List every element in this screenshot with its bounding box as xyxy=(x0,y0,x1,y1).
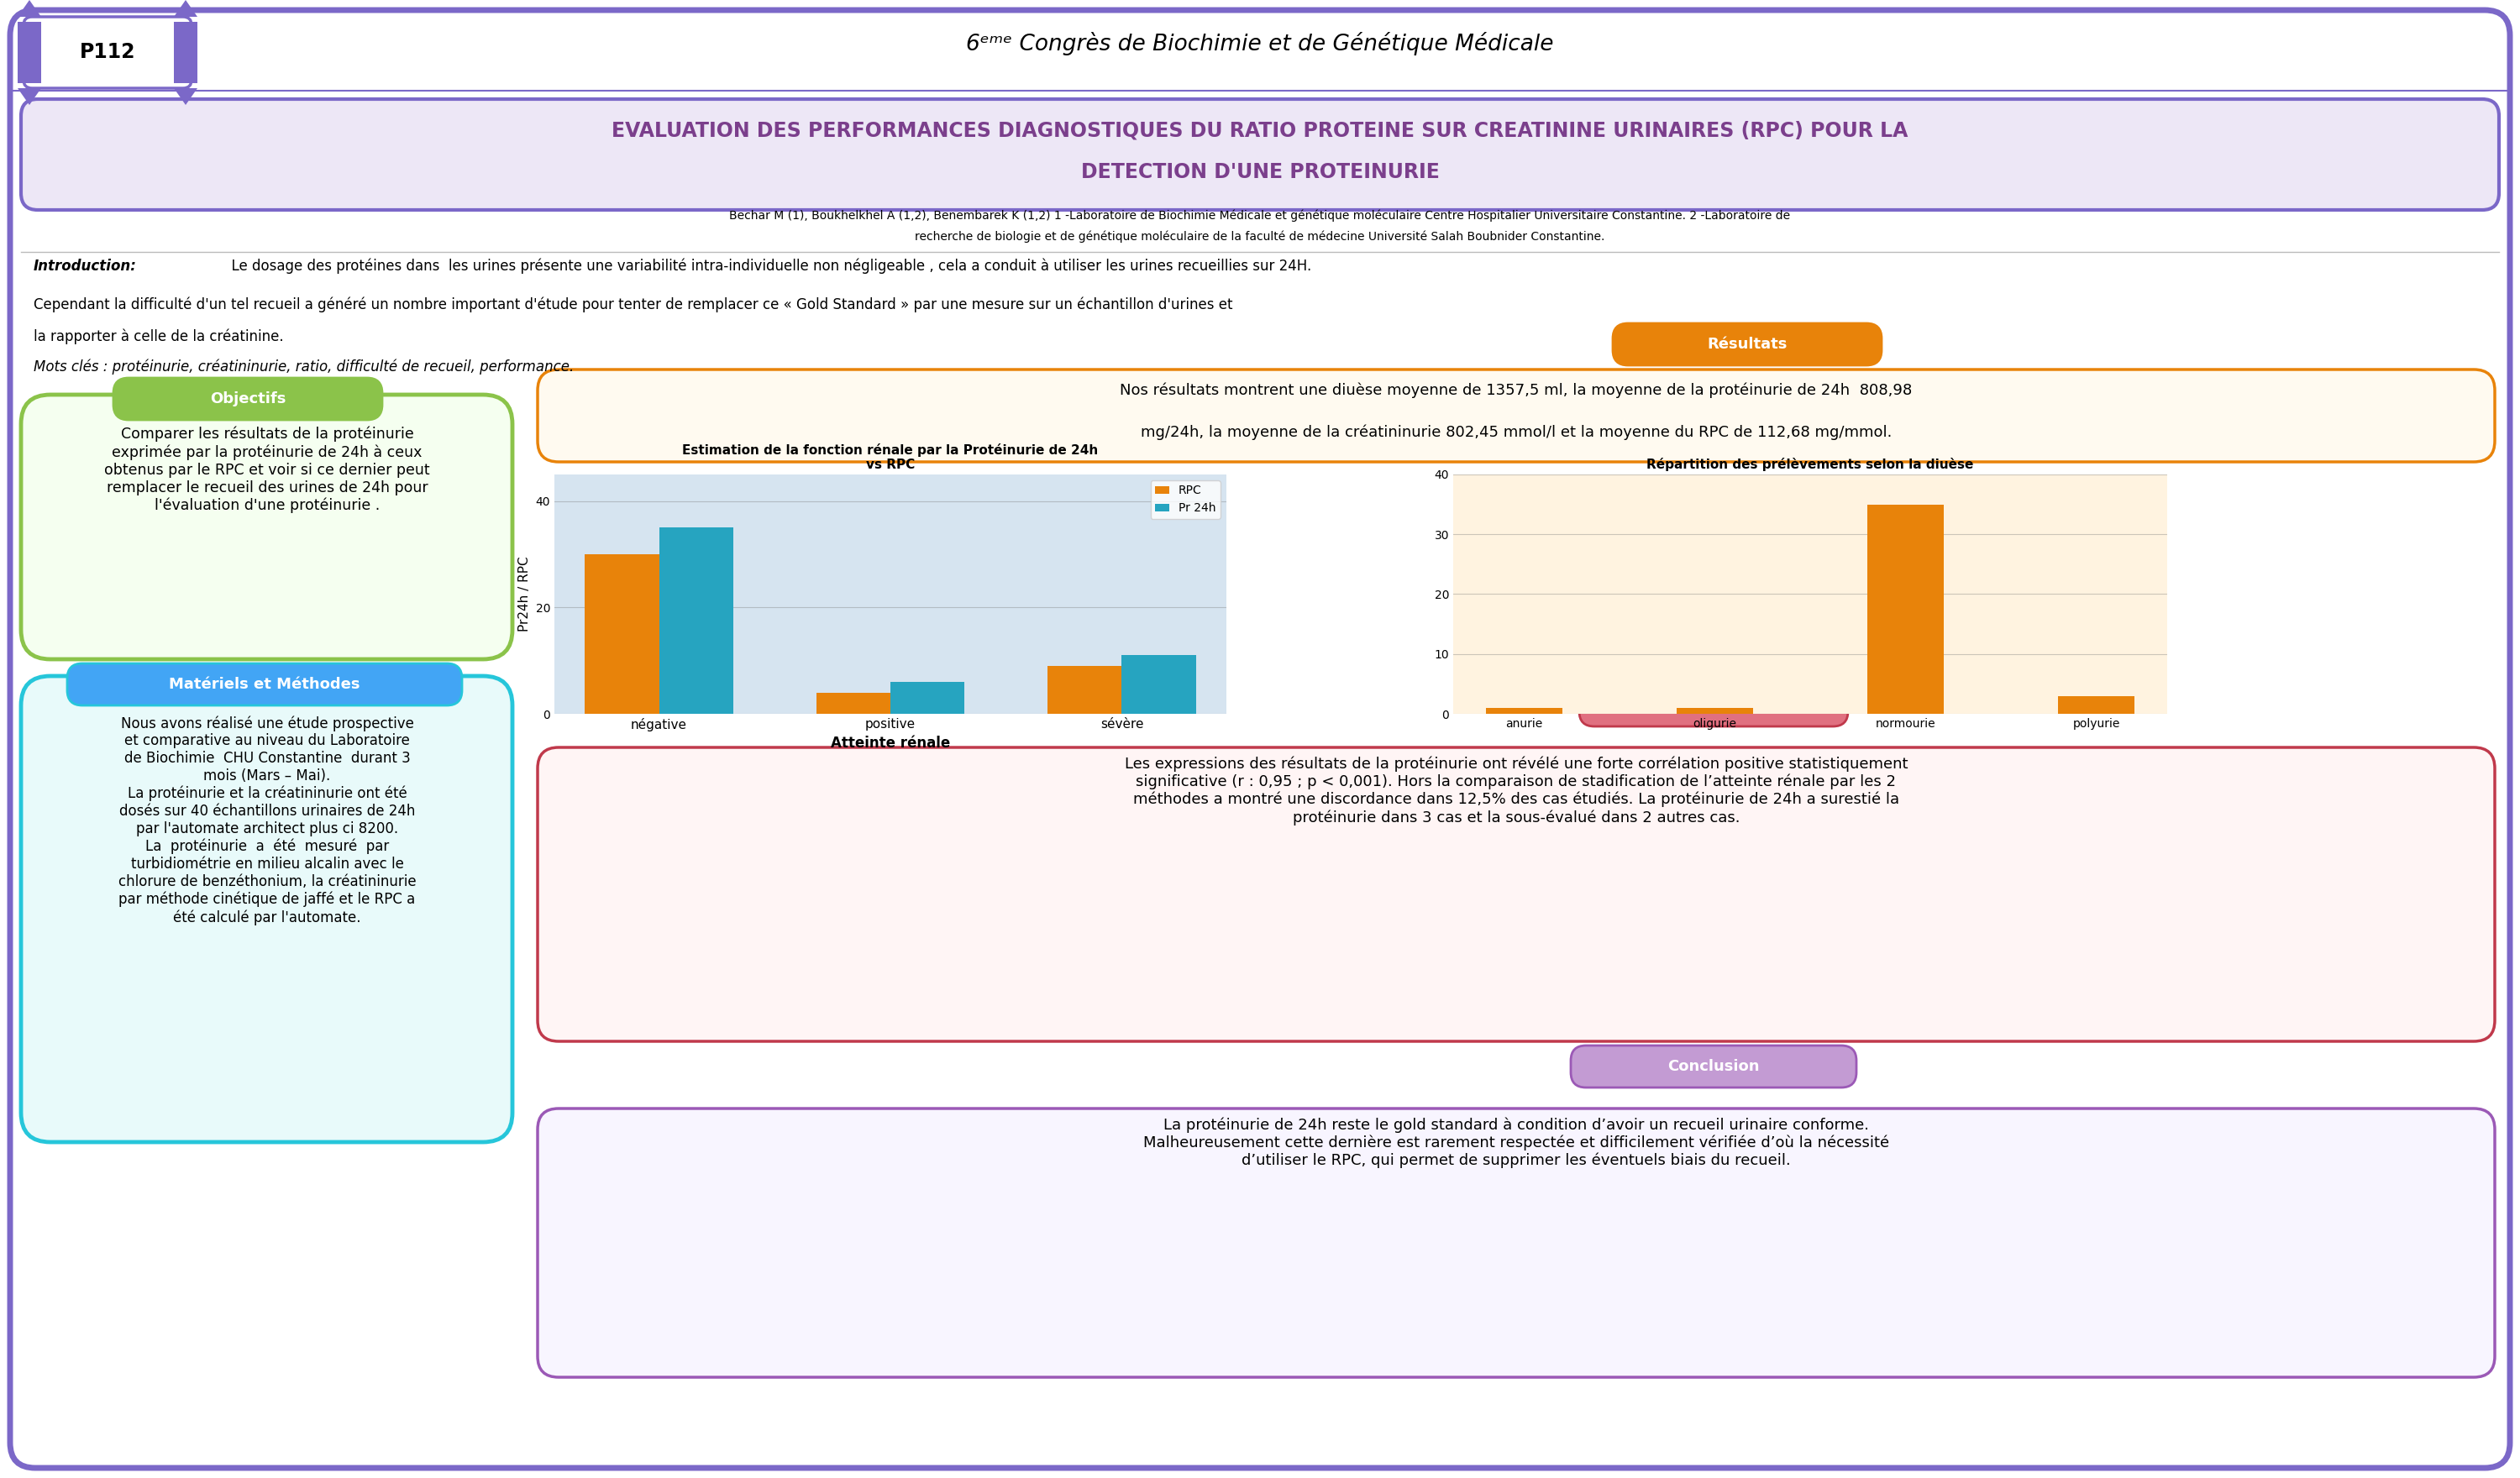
Text: Bechar M (1), Boukhelkhel A (1,2), Benembarek K (1,2) 1 -Laboratoire de Biochimi: Bechar M (1), Boukhelkhel A (1,2), Benem… xyxy=(728,210,1792,222)
FancyBboxPatch shape xyxy=(18,22,40,83)
Text: EVALUATION DES PERFORMANCES DIAGNOSTIQUES DU RATIO PROTEINE SUR CREATININE URINA: EVALUATION DES PERFORMANCES DIAGNOSTIQUE… xyxy=(612,120,1908,140)
FancyBboxPatch shape xyxy=(113,378,383,420)
Text: La protéinurie de 24h reste le gold standard à condition d’avoir un recueil urin: La protéinurie de 24h reste le gold stan… xyxy=(1144,1117,1890,1169)
Bar xyxy=(1121,655,1197,714)
FancyBboxPatch shape xyxy=(174,22,197,83)
FancyBboxPatch shape xyxy=(1580,684,1847,726)
Text: Discussion: Discussion xyxy=(1668,698,1759,712)
Polygon shape xyxy=(174,0,197,16)
Text: Comparer les résultats de la protéinurie
exprimée par la protéinurie de 24h à ce: Comparer les résultats de la protéinurie… xyxy=(103,427,431,513)
FancyBboxPatch shape xyxy=(20,99,2500,210)
FancyBboxPatch shape xyxy=(537,1108,2495,1377)
Polygon shape xyxy=(18,89,40,105)
Polygon shape xyxy=(18,0,40,16)
FancyBboxPatch shape xyxy=(20,675,512,1142)
Text: Nos résultats montrent une diuèse moyenne de 1357,5 ml, la moyenne de la protéin: Nos résultats montrent une diuèse moyenn… xyxy=(1119,383,1913,398)
Legend: RPC, Pr 24h: RPC, Pr 24h xyxy=(1152,480,1220,519)
Text: Conclusion: Conclusion xyxy=(1668,1058,1759,1075)
Text: Matériels et Méthodes: Matériels et Méthodes xyxy=(169,677,360,692)
FancyBboxPatch shape xyxy=(20,395,512,659)
Text: Introduction:: Introduction: xyxy=(33,259,136,273)
Bar xyxy=(2059,696,2134,714)
Title: Répartition des prélèvements selon la diuèse: Répartition des prélèvements selon la di… xyxy=(1646,458,1973,471)
Text: Le dosage des protéines dans  les urines présente une variabilité intra-individu: Le dosage des protéines dans les urines … xyxy=(222,259,1310,275)
FancyBboxPatch shape xyxy=(10,10,2510,1468)
Y-axis label: Pr24h / RPC: Pr24h / RPC xyxy=(519,557,532,631)
Text: DETECTION D'UNE PROTEINURIE: DETECTION D'UNE PROTEINURIE xyxy=(1081,163,1439,182)
Text: Nous avons réalisé une étude prospective
et comparative au niveau du Laboratoire: Nous avons réalisé une étude prospective… xyxy=(118,715,416,925)
Bar xyxy=(890,681,965,714)
Text: Objectifs: Objectifs xyxy=(209,392,285,406)
X-axis label: Atteinte rénale: Atteinte rénale xyxy=(832,736,950,751)
FancyBboxPatch shape xyxy=(1613,324,1882,365)
FancyBboxPatch shape xyxy=(537,370,2495,461)
Bar xyxy=(660,528,733,714)
Bar xyxy=(585,554,660,714)
FancyBboxPatch shape xyxy=(537,748,2495,1042)
FancyBboxPatch shape xyxy=(68,664,461,705)
Title: Estimation de la fonction rénale par la Protéinurie de 24h
vs RPC: Estimation de la fonction rénale par la … xyxy=(683,443,1099,471)
FancyBboxPatch shape xyxy=(23,16,192,89)
Text: 6ᵉᵐᵉ Congrès de Biochimie et de Génétique Médicale: 6ᵉᵐᵉ Congrès de Biochimie et de Génétiqu… xyxy=(965,33,1555,56)
Bar xyxy=(1048,667,1121,714)
Text: P112: P112 xyxy=(81,43,136,62)
Bar xyxy=(1487,708,1562,714)
Bar xyxy=(1676,708,1754,714)
Text: mg/24h, la moyenne de la créatininurie 802,45 mmol/l et la moyenne du RPC de 112: mg/24h, la moyenne de la créatininurie 8… xyxy=(1142,424,1893,439)
Text: Mots clés : protéinurie, créatininurie, ratio, difficulté de recueil, performanc: Mots clés : protéinurie, créatininurie, … xyxy=(33,359,575,375)
Text: la rapporter à celle de la créatinine.: la rapporter à celle de la créatinine. xyxy=(33,330,285,344)
Bar xyxy=(816,693,890,714)
Text: Résultats: Résultats xyxy=(1706,337,1787,352)
Text: Cependant la difficulté d'un tel recueil a généré un nombre important d'étude po: Cependant la difficulté d'un tel recueil… xyxy=(33,297,1232,312)
Polygon shape xyxy=(174,89,197,105)
Text: recherche de biologie et de génétique moléculaire de la faculté de médecine Univ: recherche de biologie et de génétique mo… xyxy=(915,231,1605,242)
Bar xyxy=(1867,504,1943,714)
Text: Les expressions des résultats de la protéinurie ont révélé une forte corrélation: Les expressions des résultats de la prot… xyxy=(1124,755,1908,825)
FancyBboxPatch shape xyxy=(1570,1045,1857,1088)
